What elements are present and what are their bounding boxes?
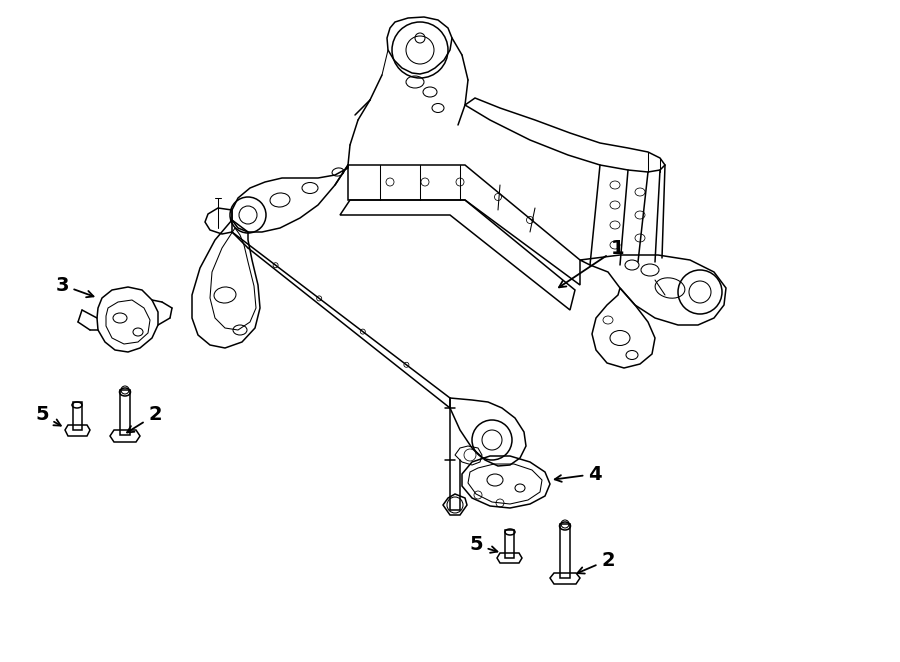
Text: 5: 5 <box>469 536 498 555</box>
Text: 3: 3 <box>55 275 94 297</box>
Text: 5: 5 <box>35 406 61 426</box>
Text: 4: 4 <box>554 465 602 483</box>
Text: 1: 1 <box>559 238 625 287</box>
Text: 2: 2 <box>127 406 162 432</box>
Text: 2: 2 <box>578 551 615 573</box>
